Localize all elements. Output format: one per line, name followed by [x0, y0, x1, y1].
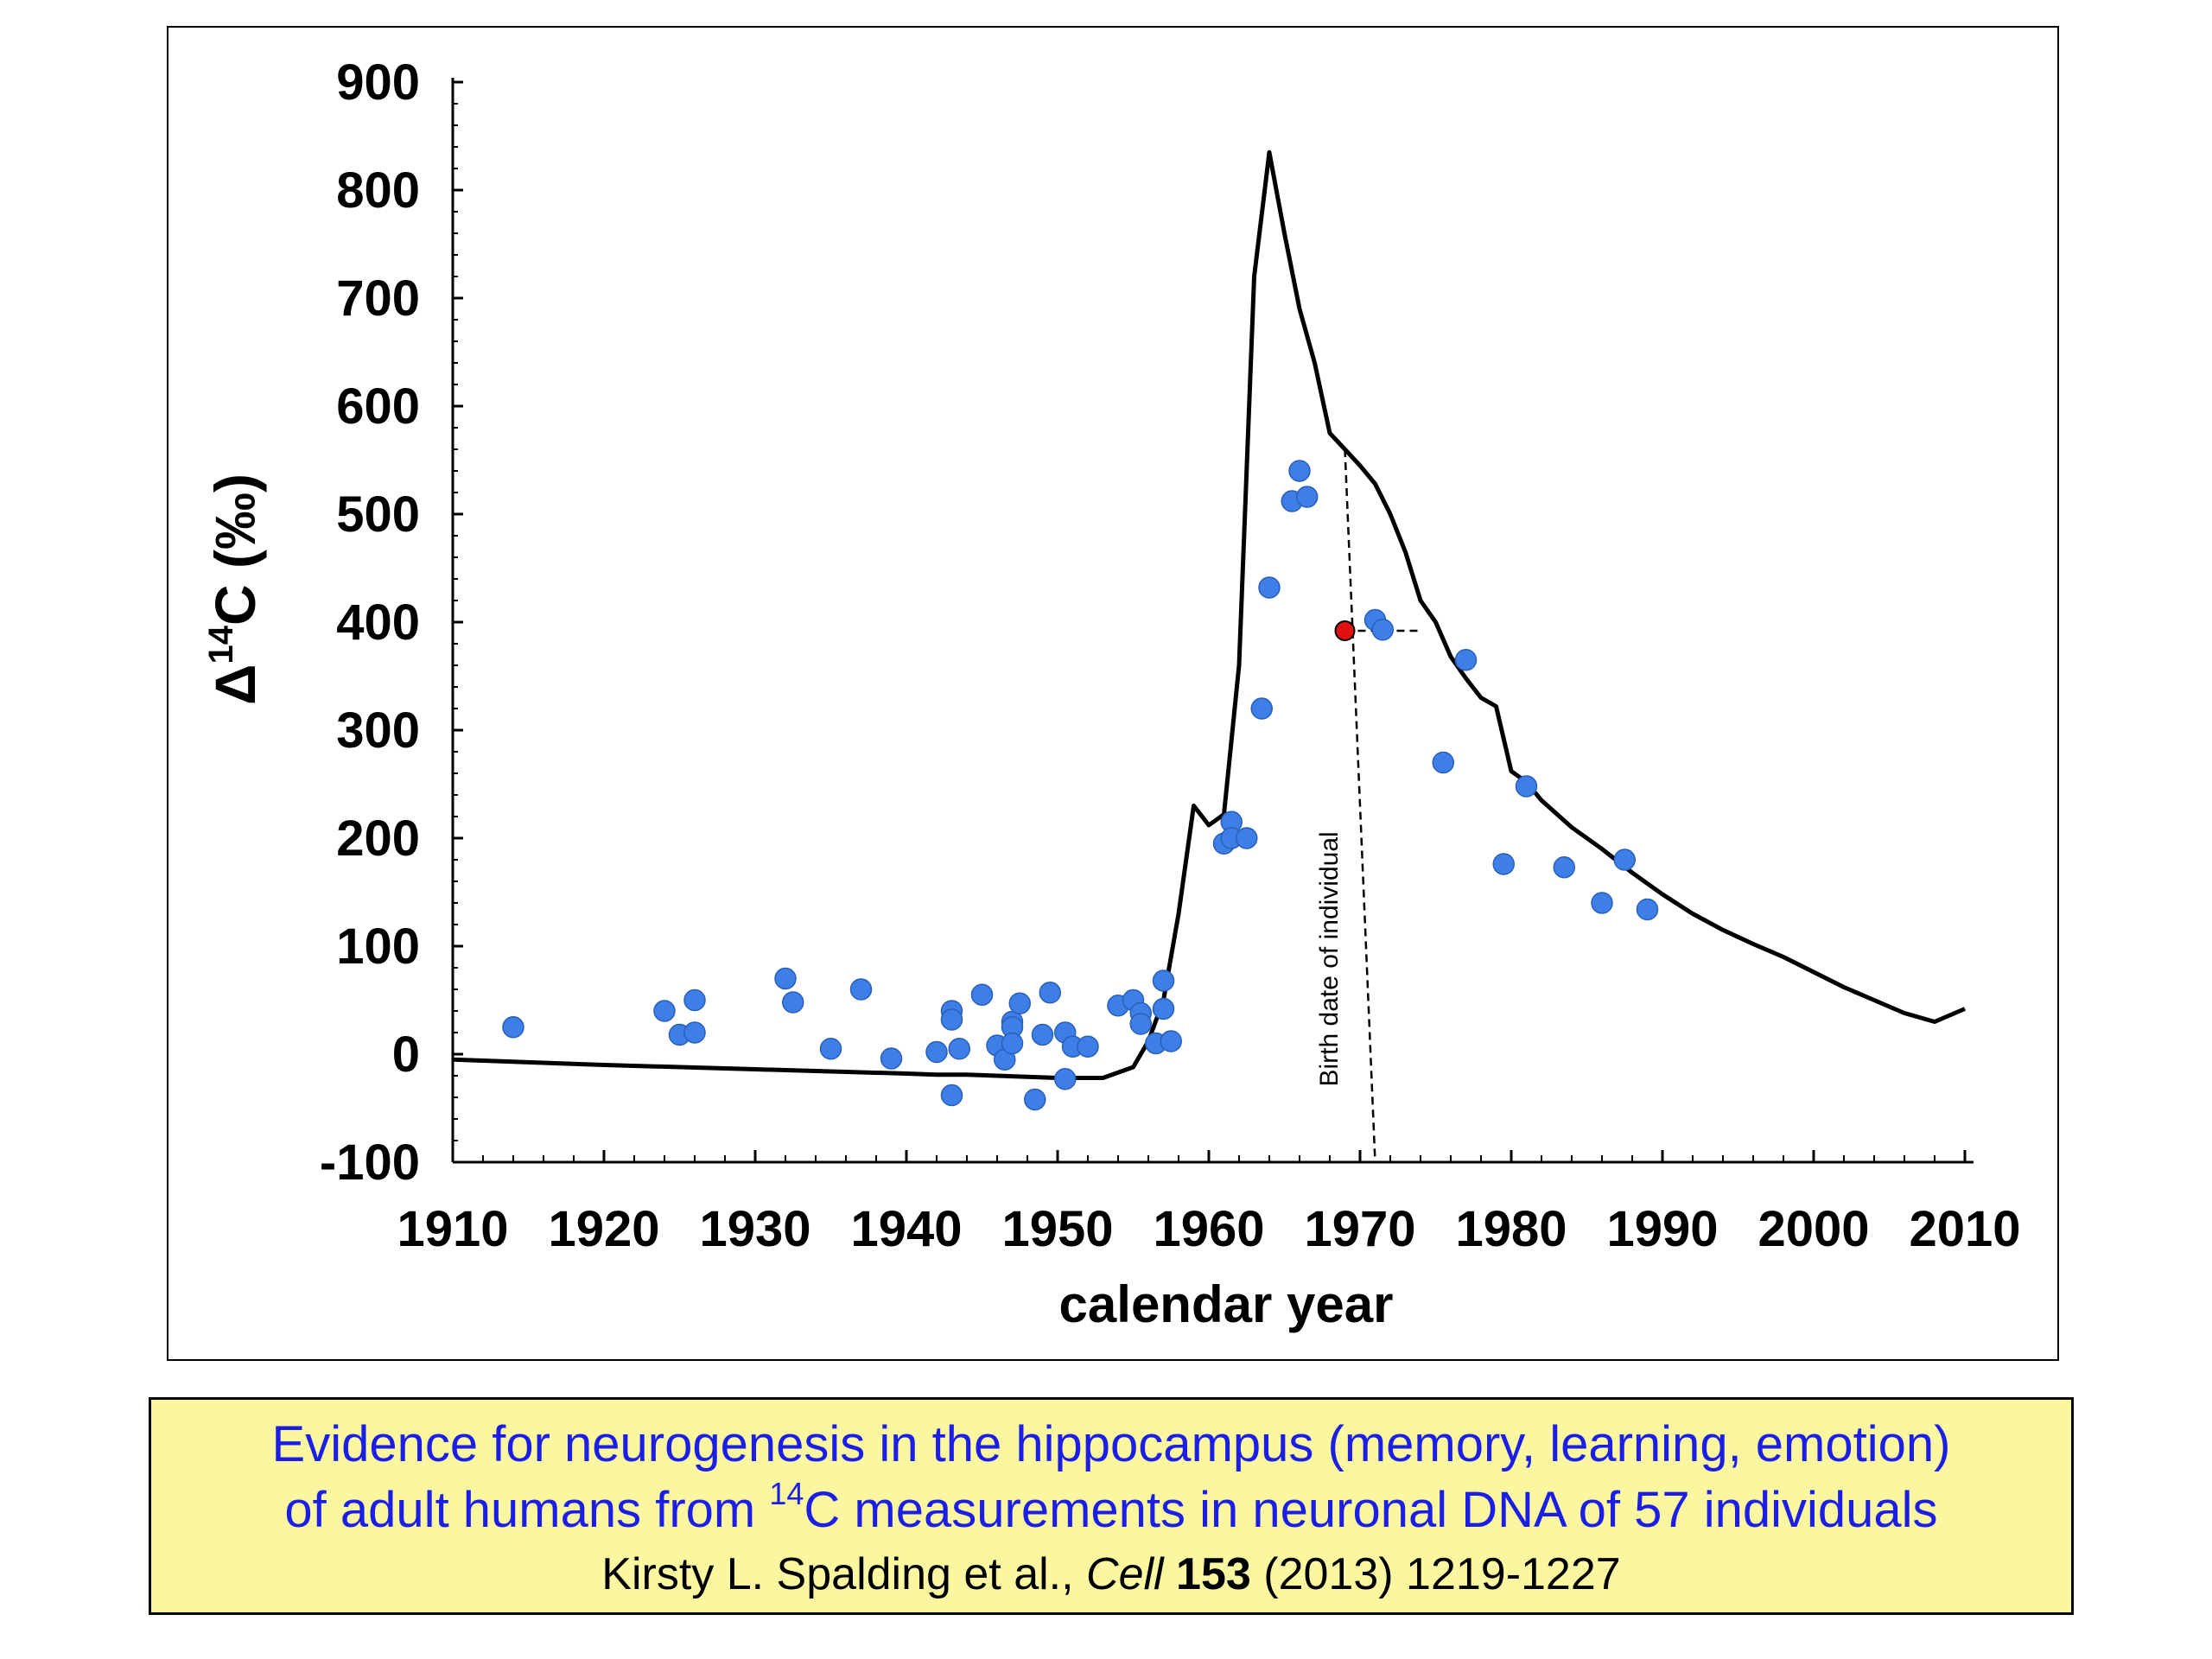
data-point [1553, 856, 1575, 879]
y-tick-label: 500 [336, 486, 420, 543]
data-point [849, 978, 873, 1001]
data-point [653, 1000, 676, 1022]
data-point [1024, 1088, 1046, 1111]
caption-superscript-14: 14 [769, 1476, 804, 1511]
highlight-point [1334, 620, 1356, 641]
x-tick-label: 2000 [1758, 1201, 1869, 1257]
data-point [1160, 1030, 1182, 1052]
data-point [683, 1021, 706, 1044]
x-tick-label: 1950 [1001, 1201, 1113, 1257]
y-tick-label: 100 [336, 918, 420, 975]
labels-layer: -100 0 100 200 300 400 500 600 700 800 900 1910 1920… [202, 54, 2021, 1333]
data-point [1454, 649, 1478, 671]
points-layer [502, 460, 1659, 1111]
x-tick-label: 1930 [699, 1201, 810, 1257]
y-tick-label: -100 [320, 1135, 420, 1191]
axes-layer [451, 78, 1974, 1164]
caption-line-2-pre: of adult humans from [284, 1482, 770, 1538]
data-point [1129, 1013, 1152, 1035]
y-tick-label: 800 [336, 162, 420, 219]
y-tick-label: 400 [336, 594, 420, 651]
citation-volume: 153 [1176, 1549, 1251, 1599]
caption-line-2: of adult humans from 14C measurements in… [151, 1478, 2071, 1543]
data-point [970, 983, 994, 1006]
bomb-curve-line [452, 149, 1966, 1080]
data-point [948, 1038, 970, 1060]
y-tick-label: 600 [336, 378, 420, 435]
data-point [1492, 853, 1515, 875]
data-point [1008, 992, 1031, 1014]
x-tick-label: 1920 [548, 1201, 659, 1257]
y-tick-label: 700 [336, 270, 420, 327]
data-point [1152, 969, 1175, 992]
y-tick-label: 300 [336, 702, 420, 759]
curve-layer [452, 149, 1966, 1080]
data-point [1250, 697, 1273, 720]
data-point [940, 1008, 963, 1031]
data-point [1636, 898, 1659, 921]
data-point [880, 1047, 903, 1070]
data-point [1613, 849, 1636, 871]
data-point [1236, 827, 1258, 849]
birth-date-dashed-line [1344, 448, 1376, 1163]
y-axis-title: Δ14C (‰) [202, 474, 267, 705]
birth-marker-layer [1344, 448, 1421, 1163]
caption-line-2-post: C measurements in neuronal DNA of 57 ind… [804, 1482, 1938, 1538]
caption-box: Evidence for neurogenesis in the hippoca… [149, 1397, 2074, 1615]
citation-journal: Cell [1086, 1549, 1164, 1599]
x-tick-label: 1940 [850, 1201, 962, 1257]
y-tick-label: 0 [392, 1027, 420, 1083]
data-point [502, 1016, 524, 1039]
chart-frame: -100 0 100 200 300 400 500 600 700 800 900 1910 1920… [167, 26, 2059, 1361]
data-point [1591, 892, 1613, 914]
y-tick-label: 200 [336, 810, 420, 867]
data-point [1077, 1035, 1099, 1058]
data-point [683, 988, 706, 1012]
x-tick-label: 1960 [1153, 1201, 1264, 1257]
x-tick-label: 1970 [1304, 1201, 1415, 1257]
data-point [774, 967, 797, 990]
data-point [1152, 997, 1175, 1020]
data-point [1371, 619, 1394, 641]
x-tick-label: 2010 [1909, 1201, 2020, 1257]
data-point [1515, 775, 1538, 798]
x-tick-label: 1990 [1606, 1201, 1718, 1257]
x-tick-label: 1980 [1455, 1201, 1567, 1257]
data-point [1258, 576, 1281, 599]
data-point [1039, 982, 1061, 1004]
data-point [1296, 486, 1319, 508]
data-point [782, 991, 804, 1014]
data-point [1031, 1023, 1054, 1046]
data-point [1054, 1068, 1077, 1090]
data-point [1432, 751, 1454, 774]
y-tick-label: 900 [336, 54, 420, 111]
citation-rest: (2013) 1219-1227 [1250, 1549, 1621, 1599]
caption-line-1: Evidence for neurogenesis in the hippoca… [151, 1412, 2071, 1478]
data-point [1001, 1032, 1024, 1055]
x-tick-label: 1910 [397, 1201, 508, 1257]
citation-author: Kirsty L. Spalding et al., [601, 1549, 1087, 1599]
x-axis-title: calendar year [1059, 1275, 1394, 1333]
data-point [819, 1038, 842, 1060]
caption-line-1-text: Evidence for neurogenesis in the hippoca… [271, 1416, 1951, 1472]
data-point [1288, 460, 1311, 482]
chart-svg: -100 0 100 200 300 400 500 600 700 800 900 1910 1920… [202, 54, 2021, 1333]
caption-citation: Kirsty L. Spalding et al., Cell 153 (201… [151, 1543, 2071, 1605]
data-point [940, 1084, 963, 1107]
data-point [925, 1040, 948, 1064]
birth-date-label: Birth date of individual [1315, 831, 1344, 1086]
